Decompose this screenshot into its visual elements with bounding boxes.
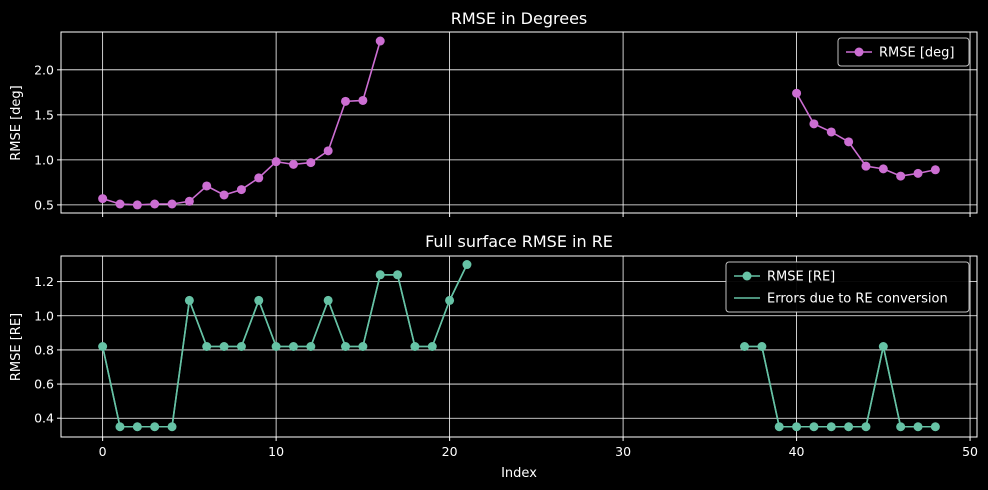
legend-marker xyxy=(742,271,752,281)
series-line xyxy=(744,345,936,428)
subplot-surface-rmse-re: Full surface RMSE in RE 0 10 20 30 40 50 0.40… xyxy=(9,232,978,481)
y-tick-label: 1.5 xyxy=(34,107,54,122)
data-point xyxy=(930,165,940,175)
x-tick-label: 0 xyxy=(99,444,107,459)
x-axis-label: Index xyxy=(501,466,537,481)
chart-title: Full surface RMSE in RE xyxy=(425,232,613,251)
legend-label: RMSE [deg] xyxy=(879,46,955,61)
subplot-rmse-degrees: RMSE in Degrees 0.51.01.52.0 RMSE [deg] … xyxy=(9,9,978,217)
data-point xyxy=(323,146,333,156)
legend: RMSE [RE] Errors due to RE conversion xyxy=(725,261,970,313)
plot-frame xyxy=(60,255,978,438)
data-point xyxy=(98,194,108,204)
data-point xyxy=(809,119,819,129)
y-axis: 0.4 0.6 0.8 1.0 1.2 xyxy=(34,274,61,426)
data-point xyxy=(913,168,923,178)
y-axis-label: RMSE [RE] xyxy=(9,313,24,381)
grid-lines xyxy=(61,256,977,437)
chart-title: RMSE in Degrees xyxy=(451,9,588,28)
x-axis xyxy=(102,213,971,217)
data-point xyxy=(150,199,160,209)
grid-lines xyxy=(61,32,977,213)
series-layer xyxy=(98,260,940,432)
data-point xyxy=(184,196,194,206)
data-point xyxy=(115,199,125,209)
data-point xyxy=(844,137,854,147)
y-tick-label: 2.0 xyxy=(34,62,54,77)
x-axis: 0 10 20 30 40 50 xyxy=(99,437,978,459)
data-point xyxy=(861,161,871,171)
series-line xyxy=(101,264,468,428)
data-point xyxy=(341,96,351,106)
x-tick-label: 50 xyxy=(962,444,978,459)
y-tick-label: 0.5 xyxy=(34,197,54,212)
legend-box xyxy=(837,37,970,67)
series-layer xyxy=(98,36,940,210)
data-point xyxy=(288,159,298,169)
y-tick-label: 0.6 xyxy=(34,377,54,392)
data-point xyxy=(132,200,142,210)
data-point xyxy=(236,185,246,195)
data-point xyxy=(896,171,906,181)
data-point xyxy=(167,199,177,209)
data-point xyxy=(792,88,802,98)
y-tick-label: 1.0 xyxy=(34,308,54,323)
data-point xyxy=(358,95,368,105)
legend-label: Errors due to RE conversion xyxy=(767,292,948,307)
data-point xyxy=(826,127,836,137)
x-tick-label: 20 xyxy=(442,444,458,459)
x-tick-label: 30 xyxy=(615,444,631,459)
plot-frame xyxy=(60,31,978,214)
data-point xyxy=(271,157,281,167)
data-point xyxy=(202,181,212,191)
data-point xyxy=(878,164,888,174)
y-tick-label: 1.2 xyxy=(34,274,54,289)
y-axis: 0.5 1.0 1.5 2.0 xyxy=(34,62,61,212)
data-point xyxy=(375,36,385,46)
data-point xyxy=(306,158,316,168)
legend: RMSE [deg] xyxy=(837,37,970,67)
y-tick-label: 0.4 xyxy=(34,411,54,426)
y-tick-label: 0.8 xyxy=(34,342,54,357)
legend-marker xyxy=(854,47,864,57)
legend-box xyxy=(725,261,970,313)
y-axis-label: RMSE [deg] xyxy=(9,85,24,161)
x-tick-label: 40 xyxy=(789,444,805,459)
legend-label: RMSE [RE] xyxy=(767,270,835,285)
x-tick-label: 10 xyxy=(268,444,284,459)
y-tick-label: 1.0 xyxy=(34,152,54,167)
data-point xyxy=(254,173,264,183)
data-point xyxy=(219,190,229,200)
